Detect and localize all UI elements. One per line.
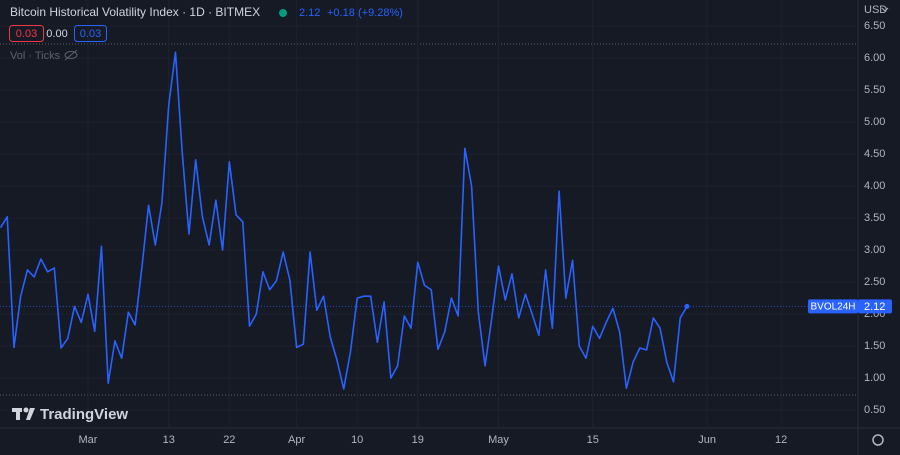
series-tag — [808, 299, 858, 314]
x-tick-label: 15 — [587, 434, 599, 446]
y-tick-label: 1.50 — [864, 340, 885, 352]
series-tag-label: BVOL24H — [810, 302, 855, 313]
y-tick-label: 3.00 — [864, 244, 885, 256]
last-point — [684, 303, 690, 309]
spread: 0.00 — [46, 28, 67, 40]
price-tag-label: 2.12 — [864, 301, 885, 313]
change: +0.18 — [327, 7, 355, 19]
logo — [12, 407, 35, 420]
y-tick-label: 5.00 — [864, 116, 885, 128]
x-tick-label: 19 — [412, 434, 424, 446]
x-tick-label: Jun — [698, 434, 716, 446]
y-tick-label: 2.50 — [864, 276, 885, 288]
y-tick-label: 6.50 — [864, 20, 885, 32]
status-dot — [279, 9, 287, 17]
x-tick-label: Apr — [288, 434, 305, 446]
sell-price[interactable]: 0.03 — [16, 28, 37, 40]
buy-box[interactable] — [74, 25, 107, 42]
hide-icon[interactable] — [64, 49, 78, 61]
buy-price[interactable]: 0.03 — [80, 28, 101, 40]
x-tick-label: 22 — [223, 434, 235, 446]
line-series — [0, 51, 688, 390]
y-tick-label: 6.00 — [864, 52, 885, 64]
currency[interactable]: USD — [864, 4, 887, 16]
currency-arrow[interactable] — [881, 7, 889, 12]
x-tick-label: May — [488, 434, 509, 446]
chart-title: Bitcoin Historical Volatility Index · 1D… — [10, 5, 260, 19]
brand: TradingView — [40, 406, 128, 423]
y-tick-label: 1.00 — [864, 372, 885, 384]
x-tick-label: Mar — [79, 434, 98, 446]
price-tag — [858, 299, 892, 314]
x-tick-label: 12 — [775, 434, 787, 446]
y-tick-label: 4.50 — [864, 148, 885, 160]
y-tick-label: 4.00 — [864, 180, 885, 192]
change-pct: (+9.28%) — [358, 7, 403, 19]
y-tick-label: 3.50 — [864, 212, 885, 224]
settings-icon[interactable] — [872, 434, 884, 446]
y-tick-label: 0.50 — [864, 404, 885, 416]
sell-box[interactable] — [9, 25, 44, 42]
x-tick-label: 10 — [351, 434, 363, 446]
x-tick-label: 13 — [163, 434, 175, 446]
y-tick-label: 5.50 — [864, 84, 885, 96]
grid — [0, 0, 858, 428]
indicator-legend[interactable]: Vol · Ticks — [10, 50, 61, 62]
last-value: 2.12 — [299, 7, 320, 19]
